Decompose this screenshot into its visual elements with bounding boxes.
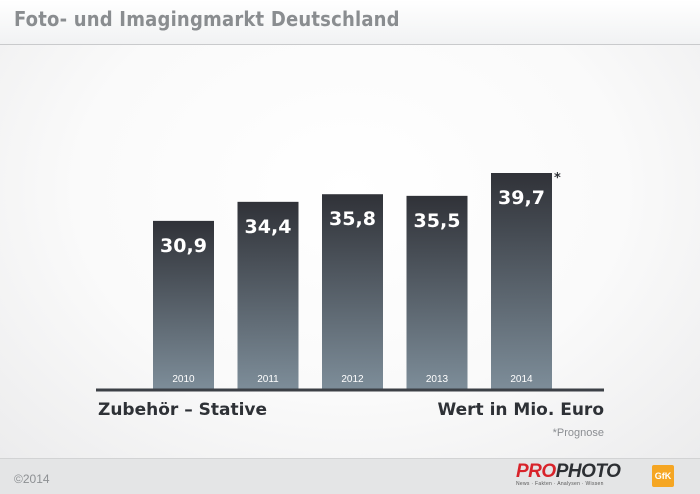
category-label: 2014: [510, 374, 533, 385]
prophoto-logo: PROPHOTO News · Fakten · Analysen · Wiss…: [516, 461, 636, 491]
category-label: 2010: [172, 374, 195, 385]
footer-bar: ©2014 PROPHOTO News · Fakten · Analysen …: [0, 458, 700, 494]
logo-pro-text: PRO: [516, 461, 556, 482]
logo-tagline: News · Fakten · Analysen · Wissen: [516, 481, 604, 487]
bar-2010: [153, 220, 214, 389]
bar-2011: [237, 201, 299, 389]
x-axis-label: Zubehör – Stative: [98, 400, 267, 420]
bar-value-label: 35,8: [329, 208, 376, 230]
copyright-text: ©2014: [14, 472, 50, 486]
bar-value-label: 35,5: [414, 210, 461, 232]
bar-chart: 30,9 2010 34,4 2011 35,8 2012 35,5 2013 39,7 2014…: [96, 171, 604, 439]
chart-panel: 30,9 2010 34,4 2011 35,8 2012 35,5 2013 39,7 2014…: [0, 45, 700, 458]
logo-photo-text: PHOTO: [555, 461, 621, 482]
category-label: 2012: [341, 374, 364, 385]
forecast-marker: *: [554, 171, 561, 186]
bar-2013: [406, 195, 468, 389]
bar-value-label: 30,9: [160, 235, 207, 257]
bar-2014: [491, 173, 552, 389]
bar-value-label: 34,4: [245, 216, 292, 238]
bar-value-label: 39,7: [498, 187, 545, 209]
gfk-logo: GfK: [652, 465, 674, 487]
unit-label: Wert in Mio. Euro: [437, 400, 604, 420]
category-label: 2013: [426, 374, 449, 385]
prophoto-wordmark: PROPHOTO: [516, 461, 636, 483]
category-label: 2011: [257, 374, 279, 385]
chart-title: Foto- und Imagingmarkt Deutschland: [14, 7, 400, 31]
bar-2012: [322, 194, 383, 389]
header-bar: Foto- und Imagingmarkt Deutschland: [0, 0, 700, 45]
footnote: *Prognose: [553, 427, 604, 439]
